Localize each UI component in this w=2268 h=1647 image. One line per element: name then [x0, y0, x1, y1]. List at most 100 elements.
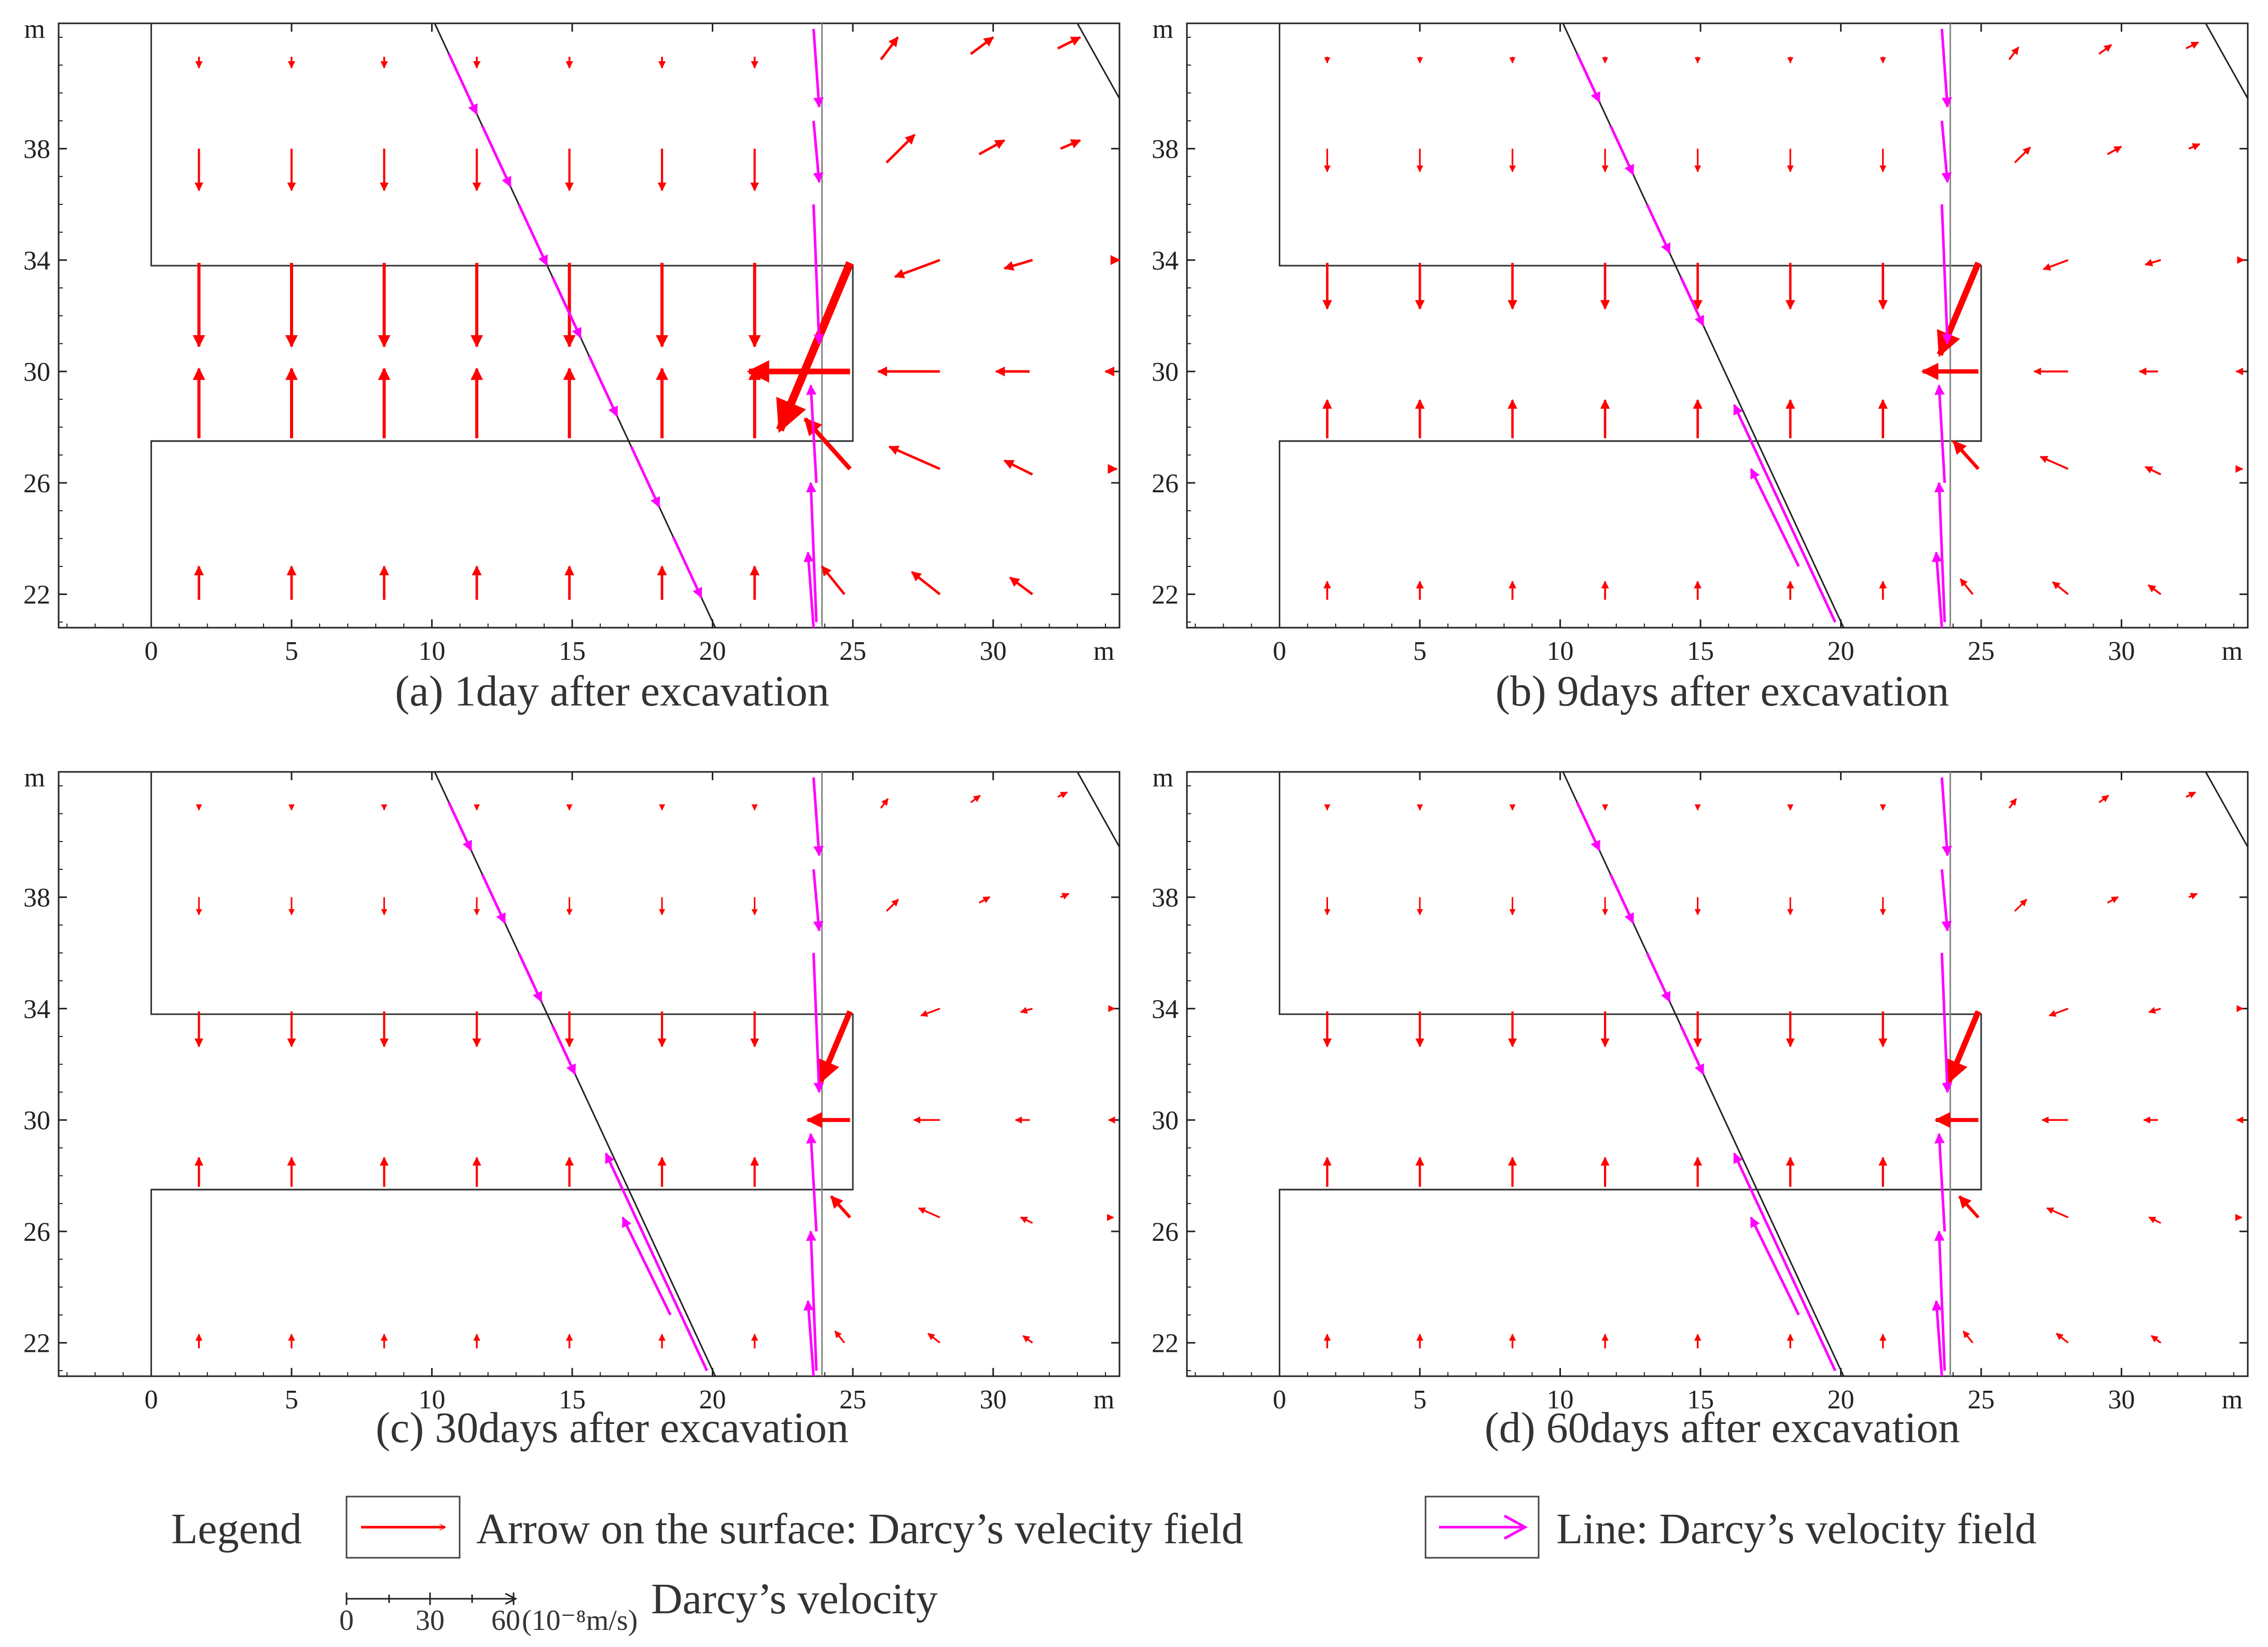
x-tick-label: 0: [145, 636, 158, 666]
panel-a: 0 5 10 15 20 25 30 m 22 26 30 34 38 m: [23, 15, 1121, 666]
surface-arrow: [2052, 581, 2069, 596]
surface-arrow: [2145, 259, 2161, 267]
surface-arrow: [1020, 1007, 1033, 1014]
surface-arrow: [1020, 1216, 1033, 1224]
surface-arrow: [880, 36, 899, 61]
surface-arrow: [2151, 1335, 2162, 1344]
legend-red-swatch: [345, 1496, 461, 1559]
x-tick-label: 30: [980, 636, 1007, 666]
y-axis-label: m: [1153, 15, 1173, 44]
x-tick-label: 0: [1273, 1385, 1287, 1415]
surface-arrow: [2014, 898, 2027, 912]
surface-arrow: [834, 1330, 846, 1344]
line-velocity-arrow: [1934, 384, 1946, 483]
surface-arrow: [1946, 1010, 1981, 1084]
fault-line-3: [1076, 23, 1121, 99]
line-velocity-arrow: [803, 551, 815, 628]
y-tick-label: 34: [23, 246, 50, 275]
x-tick-label: 15: [559, 1385, 586, 1415]
scale-bar-title: Darcy’s velocity: [651, 1575, 938, 1623]
line-velocity-arrow: [672, 536, 703, 599]
x-tick-label: 25: [1968, 636, 1995, 666]
x-axis-label: m: [2222, 636, 2243, 666]
fault-line-3: [1076, 771, 1121, 848]
surface-arrow: [1060, 893, 1070, 899]
surface-arrow: [2186, 791, 2196, 798]
surface-arrow: [1959, 578, 1974, 595]
line-velocity-arrow: [1940, 120, 1952, 184]
plot-frame: [1186, 771, 2249, 1377]
line-velocity-arrow: [812, 869, 824, 932]
line-velocity-arrow: [1750, 1216, 1800, 1316]
y-tick-label: 38: [1152, 883, 1179, 913]
surface-arrow: [1952, 440, 1980, 470]
surface-arrow: [978, 139, 1005, 156]
x-tick-label: 0: [1273, 636, 1287, 666]
surface-arrow: [2148, 1007, 2161, 1014]
surface-arrow: [2145, 466, 2162, 476]
surface-arrow: [927, 1333, 941, 1344]
surface-arrow: [1057, 791, 1068, 798]
surface-arrow: [880, 798, 889, 809]
y-tick-label: 38: [23, 883, 50, 913]
surface-arrow: [1958, 1195, 1980, 1219]
line-velocity-arrow: [1931, 1300, 1943, 1377]
y-tick-label: 30: [23, 357, 50, 387]
line-velocity-arrow: [812, 29, 824, 108]
surface-arrow: [978, 896, 991, 904]
line-velocity-arrow: [1940, 869, 1952, 932]
caption-d: (d) 60days after excavation: [1485, 1404, 1960, 1452]
y-tick-label: 38: [23, 135, 50, 164]
surface-arrow: [2107, 896, 2119, 904]
surface-arrow: [888, 445, 941, 470]
y-axis-label: m: [24, 763, 45, 793]
line-velocity-arrow: [517, 204, 548, 266]
y-tick-label: 34: [23, 994, 50, 1024]
surface-arrow: [2049, 1007, 2069, 1017]
line-velocity-arrow: [1575, 53, 1601, 103]
x-tick-label: 20: [1828, 636, 1855, 666]
line-velocity-arrow: [812, 120, 824, 184]
y-tick-label: 34: [1152, 246, 1179, 275]
legend-item-surface: Arrow on the surface: Darcy’s velecity f…: [476, 1505, 1243, 1553]
surface-arrow: [2148, 1216, 2162, 1224]
line-velocity-arrow: [1931, 551, 1943, 628]
line-velocity-arrow: [1679, 1025, 1705, 1075]
excavation-outline: [150, 772, 854, 1376]
surface-arrow: [970, 795, 981, 804]
surface-arrow: [818, 1010, 853, 1084]
line-velocity-arrow: [1609, 874, 1635, 924]
x-tick-label: 15: [1687, 636, 1714, 666]
legend-magenta-arrowhead: [1503, 1514, 1528, 1540]
panel-d: 0 5 10 15 20 25 30 m 22 26 30 34 38 m: [1152, 763, 2249, 1415]
y-tick-label: 22: [1152, 1329, 1179, 1359]
line-velocity-arrow: [1609, 125, 1635, 176]
legend: Legend Arrow on the surface: Darcy’s vel…: [171, 1496, 2037, 1559]
surface-arrow: [894, 259, 941, 279]
y-tick-label: 38: [1152, 135, 1179, 164]
line-velocity-arrow: [806, 384, 818, 483]
surface-arrow: [1057, 36, 1081, 50]
line-velocity-arrow: [481, 125, 512, 188]
surface-arrow: [830, 1195, 851, 1219]
surface-arrow: [886, 134, 916, 164]
caption-a: (a) 1day after excavation: [395, 667, 829, 715]
scale-unit-label: (10⁻⁸m/s): [522, 1604, 638, 1637]
surface-arrow: [821, 565, 846, 596]
x-tick-label: 0: [145, 1385, 158, 1415]
y-tick-label: 26: [1152, 469, 1179, 499]
line-velocity-arrow: [806, 1132, 818, 1231]
x-tick-label: 25: [1968, 1385, 1995, 1415]
surface-arrow: [911, 571, 941, 596]
surface-arrow: [2098, 44, 2112, 55]
scale-bar: 0 30 60 (10⁻⁸m/s) Darcy’s velocity: [339, 1575, 938, 1637]
line-velocity-arrow: [551, 276, 582, 339]
surface-arrow: [1962, 1330, 1974, 1344]
x-tick-label: 20: [1828, 1385, 1855, 1415]
y-tick-label: 22: [23, 1329, 50, 1359]
x-axis-label: m: [1094, 1385, 1114, 1415]
line-velocity-arrow: [1934, 1132, 1946, 1231]
surface-arrow: [2008, 798, 2017, 809]
x-tick-label: 20: [699, 636, 726, 666]
panel-b: 0 5 10 15 20 25 30 m 22 26 30 34 38 m: [1152, 15, 2249, 666]
